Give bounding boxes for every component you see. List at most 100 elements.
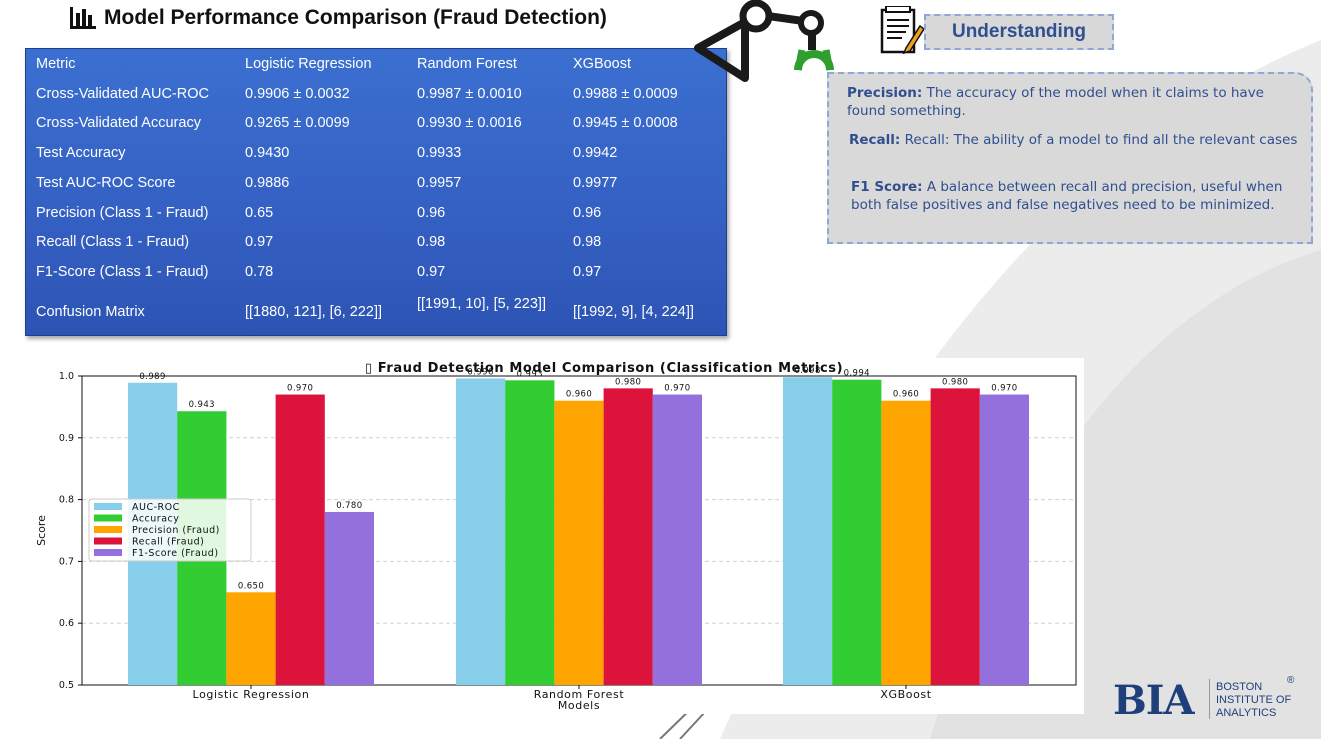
table-cell: 0.9886 [245,175,290,191]
table-cell: [[1992, 9], [4, 224]] [573,304,694,320]
bar [554,400,604,685]
legend-swatch [94,549,122,556]
table-cell: 0.9430 [245,145,290,161]
bar [979,394,1029,685]
definition-f1-score: F1 Score: A balance between recall and p… [851,179,1283,213]
table-cell: 0.9265 ± 0.0099 [245,115,350,131]
legend-entry: Accuracy [132,514,179,525]
data-label: 0.970 [287,384,313,394]
bar [505,380,555,685]
data-label: 0.980 [942,377,968,387]
table-header-row: Metric Logistic Regression Random Forest XG… [26,56,726,84]
slide-title-text: Model Performance Comparison (Fraud Dete… [104,6,607,29]
slide-title: Model Performance Comparison (Fraud Dete… [70,6,607,30]
data-label: 0.993 [517,369,543,379]
table-row: Precision (Class 1 - Fraud) 0.65 0.96 0.96 [26,205,726,233]
table-cell: 0.97 [573,264,602,280]
table-row: Recall (Class 1 - Fraud) 0.97 0.98 0.98 [26,234,726,262]
bar [783,377,833,685]
table-cell: Cross-Validated Accuracy [36,115,201,131]
table-cell: 0.98 [417,234,446,250]
chart-title: ▯ Fraud Detection Model Comparison (Clas… [365,361,843,376]
bar [881,400,931,685]
bar [456,378,506,685]
table-cell: 0.97 [417,264,446,280]
bar [275,394,325,685]
data-label: 0.780 [336,501,362,511]
robot-arm-icon [694,0,834,82]
table-cell: 0.65 [245,205,274,221]
legend-entry: Recall (Fraud) [132,537,204,548]
bar-chart-icon [70,7,96,29]
x-axis-label: Models [558,699,600,712]
logo-divider [1209,679,1210,719]
data-label: 0.998 [794,366,820,376]
data-label: 0.960 [566,390,592,400]
table-cell: 0.9933 [417,145,462,161]
table-cell: 0.97 [245,234,274,250]
y-axis-label: Score [35,515,48,546]
table-cell: 0.9987 ± 0.0010 [417,86,522,102]
x-tick-label: XGBoost [880,688,931,701]
bar [226,592,276,685]
table-cell: 0.9957 [417,175,462,191]
table-cell: 0.98 [573,234,602,250]
x-tick-label: Logistic Regression [193,688,310,701]
table-header-cell: Metric [36,56,76,72]
y-tick-label: 0.8 [59,495,74,506]
legend-swatch [94,503,122,510]
table-cell: 0.9945 ± 0.0008 [573,115,678,131]
data-label: 0.650 [238,581,264,591]
table-cell: 0.9906 ± 0.0032 [245,86,350,102]
data-label: 0.970 [664,384,690,394]
table-cell: 0.96 [573,205,602,221]
table-cell: [[1991, 10], [5, 223]] [417,296,546,312]
table-cell: Recall (Class 1 - Fraud) [36,234,190,250]
table-row: Cross-Validated AUC-ROC 0.9906 ± 0.0032 0.… [26,86,726,114]
bar [832,379,882,685]
logo-text: BOSTON INSTITUTE OF ANALYTICS [1216,681,1292,719]
legend-box [88,498,252,562]
table-header-cell: Logistic Regression [245,56,372,72]
table-cell: 0.9988 ± 0.0009 [573,86,678,102]
table-cell: F1-Score (Class 1 - Fraud) [36,264,209,280]
table-header-cell: Random Forest [417,56,517,72]
definition-recall: Recall: Recall: The ability of a model t… [849,132,1298,148]
legend-swatch [94,537,122,545]
table-cell: Test Accuracy [36,145,126,161]
table-cell: 0.9977 [573,175,618,191]
bar [324,511,374,685]
definition-precision: Precision: The accuracy of the model whe… [847,85,1264,119]
logo-mark: BIA [1113,677,1195,724]
table-cell: 0.96 [417,205,446,221]
data-label: 0.960 [893,390,919,400]
table-cell: [[1880, 121], [6, 222]] [245,304,383,320]
y-tick-label: 0.5 [59,680,74,691]
performance-table: Metric Logistic Regression Random Forest XG… [25,48,727,336]
bia-logo: BIA BOSTON INSTITUTE OF ANALYTICS ® [1113,675,1313,725]
legend-swatch [94,526,122,533]
table-row: Confusion Matrix [[1880, 121], [6, 222]] [… [26,296,726,340]
understanding-heading: Understanding [924,14,1114,50]
bar [930,388,980,685]
legend-entry: F1-Score (Fraud) [132,548,219,559]
data-label: 0.970 [991,384,1017,394]
table-cell: 0.78 [245,264,274,280]
legend-entry: Precision (Fraud) [132,525,220,536]
bar [652,394,702,685]
data-label: 0.994 [844,369,870,379]
legend-swatch [94,514,122,522]
chart-svg: ▯ Fraud Detection Model Comparison (Clas… [35,361,1077,712]
table-cell: Precision (Class 1 - Fraud) [36,205,209,221]
table-row: F1-Score (Class 1 - Fraud) 0.78 0.97 0.97 [26,264,726,292]
legend-entry: AUC-ROC [132,502,180,513]
table-cell: Confusion Matrix [36,304,145,320]
data-label: 0.996 [467,367,493,377]
table-row: Cross-Validated Accuracy 0.9265 ± 0.0099 0… [26,115,726,143]
table-cell: Cross-Validated AUC-ROC [36,86,209,102]
data-label: 0.989 [139,372,165,382]
data-label: 0.943 [189,400,215,410]
table-header-cell: XGBoost [573,56,632,72]
y-tick-label: 0.6 [59,618,74,629]
notes-pen-icon [880,6,924,55]
